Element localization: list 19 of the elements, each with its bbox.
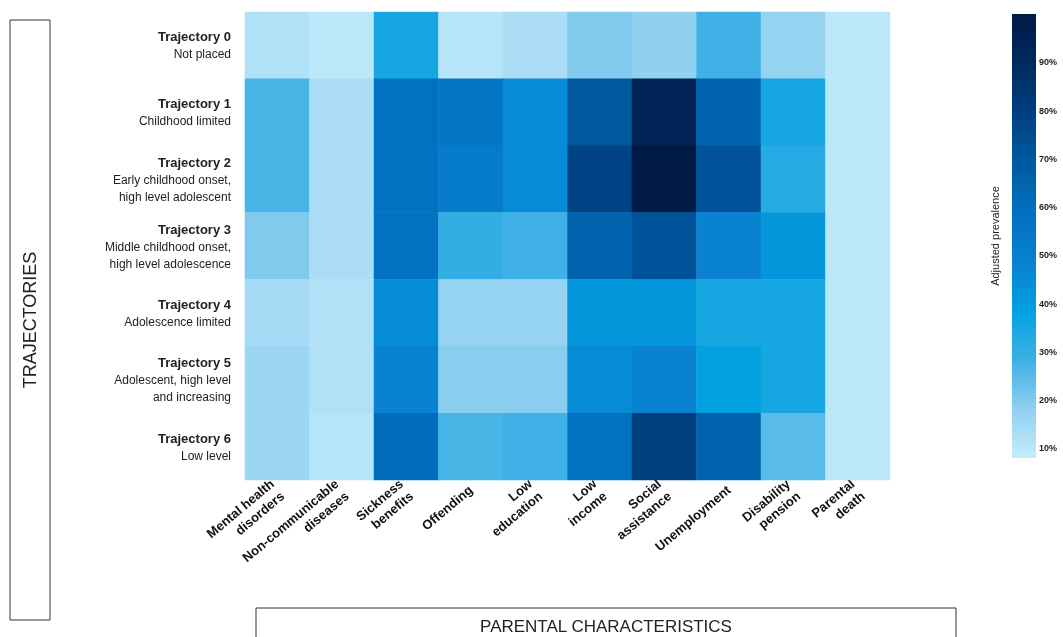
- x-axis-title: PARENTAL CHARACTERISTICS: [480, 616, 732, 636]
- color-bar-label: 20%: [1039, 395, 1058, 406]
- y-tick-label: Trajectory 0 Not placed: [158, 29, 231, 62]
- y-tick-label: Trajectory 3 Middle childhood onset, high level adolescence: [104, 221, 232, 271]
- y-axis-title: TRAJECTORIES: [20, 251, 40, 389]
- color-bar-title: Adjusted prevalence: [988, 186, 1001, 286]
- y-tick-label: Trajectory 1 Childhood limited: [138, 96, 231, 129]
- color-bar-label: 90%: [1039, 57, 1058, 68]
- color-bar-label: 80%: [1039, 105, 1058, 116]
- color-bar-label: 10%: [1039, 443, 1058, 454]
- color-bar-label: 70%: [1039, 153, 1058, 164]
- color-bar-label: 50%: [1039, 250, 1058, 261]
- y-tick-label: Trajectory 5 Adolescent, high level and increasing: [114, 355, 231, 405]
- color-bar-label: 40%: [1039, 298, 1058, 309]
- color-bar-label: 60%: [1039, 202, 1058, 213]
- y-tick-label: Trajectory 4 Adolescence limited: [124, 296, 232, 329]
- y-tick-label: Trajectory 6 Low level: [158, 430, 231, 463]
- y-tick-label: Trajectory 2 Early childhood onset, high level adolescent: [112, 154, 232, 204]
- color-bar-label: 30%: [1039, 346, 1058, 357]
